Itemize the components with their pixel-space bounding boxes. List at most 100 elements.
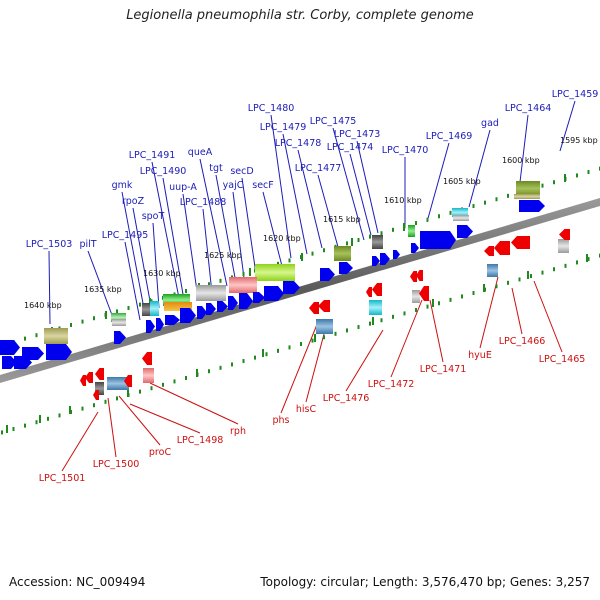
feature-box bbox=[111, 313, 126, 322]
scale-label: 1625 kbp bbox=[204, 251, 242, 260]
gene-arrow bbox=[372, 256, 380, 266]
gene-arrow bbox=[95, 368, 104, 380]
scale-label: 1600 kbp bbox=[502, 156, 540, 165]
gene-arrow bbox=[283, 281, 300, 294]
gene-label-spot: spoT bbox=[142, 211, 165, 222]
gene-label-lpc-1476: LPC_1476 bbox=[323, 393, 370, 404]
gene-arrow bbox=[165, 315, 180, 325]
leader-line bbox=[48, 250, 51, 325]
gene-arrow bbox=[410, 271, 417, 282]
gene-label-lpc-1495: LPC_1495 bbox=[102, 230, 149, 241]
feature-box bbox=[453, 215, 469, 221]
map-title: Legionella pneumophila str. Corby, compl… bbox=[126, 8, 474, 23]
leader-line bbox=[199, 158, 228, 287]
gene-label-lpc-1465: LPC_1465 bbox=[539, 354, 586, 365]
leader-line bbox=[468, 129, 491, 208]
leader-line bbox=[202, 208, 213, 294]
gene-arrow bbox=[264, 286, 284, 301]
feature-box bbox=[372, 235, 383, 249]
gene-label-lpc-1480: LPC_1480 bbox=[248, 103, 295, 114]
gene-arrow bbox=[420, 231, 456, 249]
leader-line bbox=[118, 395, 161, 446]
scale-ticks bbox=[1, 166, 600, 435]
feature-box bbox=[514, 194, 540, 199]
leader-line bbox=[270, 114, 292, 259]
leader-line bbox=[152, 222, 160, 309]
gene-label-lpc-1491: LPC_1491 bbox=[129, 150, 176, 161]
leader-lines bbox=[48, 100, 576, 472]
leader-line bbox=[282, 133, 308, 255]
gene-arrow bbox=[318, 300, 330, 312]
leader-line bbox=[559, 100, 576, 152]
gene-label-lpc-1471: LPC_1471 bbox=[420, 364, 467, 375]
feature-box bbox=[408, 225, 415, 237]
gene-label-gmk: gmk bbox=[112, 180, 133, 191]
scale-label: 1620 kbp bbox=[263, 234, 301, 243]
leader-line bbox=[121, 191, 146, 315]
gene-arrow bbox=[380, 253, 390, 265]
gene-arrow bbox=[217, 301, 228, 312]
gene-label-lpc-1464: LPC_1464 bbox=[505, 103, 552, 114]
leader-line bbox=[345, 329, 384, 392]
leader-line bbox=[241, 177, 257, 275]
leader-line bbox=[107, 397, 117, 458]
feature-box bbox=[196, 285, 226, 301]
feature-box bbox=[142, 303, 150, 316]
gene-arrow bbox=[559, 229, 570, 240]
feature-boxes bbox=[44, 181, 569, 395]
scale-label: 1595 kbp bbox=[560, 136, 598, 145]
gene-arrow bbox=[411, 243, 419, 253]
leader-line bbox=[511, 287, 523, 335]
leader-line bbox=[297, 149, 323, 249]
gene-label-lpc-1488: LPC_1488 bbox=[180, 197, 227, 208]
leader-line bbox=[162, 177, 185, 301]
gene-arrow bbox=[519, 200, 545, 212]
gene-arrow bbox=[2, 356, 17, 369]
gene-label-tgt: tgt bbox=[209, 163, 223, 174]
gene-label-lpc-1459: LPC_1459 bbox=[552, 89, 599, 100]
feature-box bbox=[334, 246, 351, 261]
gene-label-pilt: pilT bbox=[79, 239, 96, 250]
scale-label: 1640 kbp bbox=[24, 301, 62, 310]
gene-label-lpc-1501: LPC_1501 bbox=[39, 473, 86, 484]
gene-label-yajc: yajC bbox=[223, 180, 244, 191]
feature-box bbox=[229, 277, 257, 293]
gene-arrow bbox=[80, 375, 86, 386]
scale-label: 1605 kbp bbox=[443, 177, 481, 186]
gene-arrow bbox=[197, 306, 207, 319]
leader-line bbox=[232, 191, 245, 279]
leader-line bbox=[305, 333, 325, 403]
gene-label-lpc-1474: LPC_1474 bbox=[327, 142, 374, 153]
gene-arrow bbox=[309, 302, 319, 314]
leader-line bbox=[129, 403, 201, 434]
gene-arrow bbox=[366, 287, 372, 297]
feature-box bbox=[95, 382, 104, 395]
feature-box bbox=[316, 319, 333, 334]
gene-label-lpc-1475: LPC_1475 bbox=[310, 116, 357, 127]
gene-label-lpc-1477: LPC_1477 bbox=[295, 163, 342, 174]
gene-label-lpc-1490: LPC_1490 bbox=[140, 166, 187, 177]
leader-line bbox=[349, 153, 372, 236]
leader-line bbox=[182, 193, 198, 292]
gene-label-gad: gad bbox=[481, 118, 499, 129]
gene-arrow bbox=[22, 347, 44, 360]
leader-line bbox=[262, 191, 284, 271]
scale-label: 1635 kbp bbox=[84, 285, 122, 294]
feature-box bbox=[412, 290, 420, 303]
leader-line bbox=[149, 382, 239, 425]
leader-line bbox=[280, 321, 319, 414]
gene-arrow bbox=[416, 270, 423, 281]
scale-label: 1615 kbp bbox=[323, 215, 361, 224]
gene-label-uup-a: uup-A bbox=[169, 182, 197, 193]
gene-label-quea: queA bbox=[188, 147, 213, 158]
gene-label-rpoz: rpoZ bbox=[122, 196, 145, 207]
gene-arrow bbox=[0, 340, 20, 355]
gene-arrow bbox=[393, 250, 400, 259]
gene-arrow bbox=[320, 268, 335, 281]
gene-arrow bbox=[14, 356, 32, 369]
leader-line bbox=[61, 411, 99, 472]
gene-arrow bbox=[457, 225, 473, 238]
gene-label-proc: proC bbox=[149, 447, 172, 458]
gene-label-lpc-1466: LPC_1466 bbox=[499, 336, 546, 347]
